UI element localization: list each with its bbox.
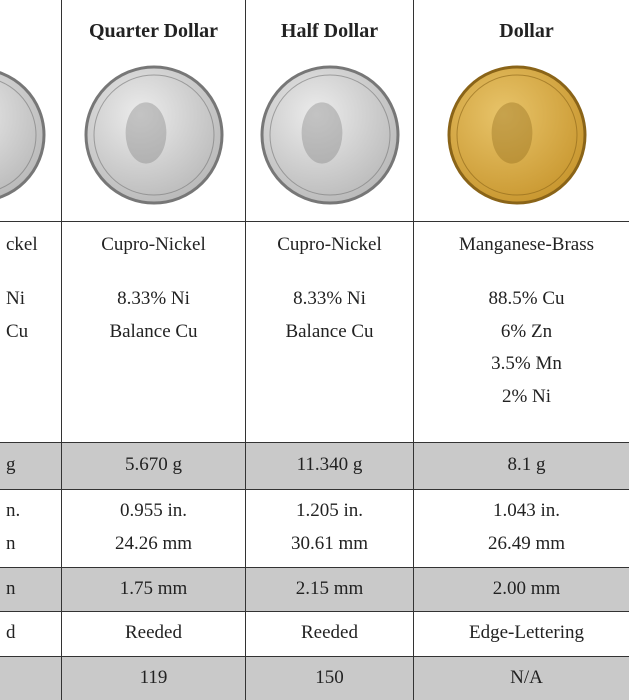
cell-text: 1.043 in. <box>414 500 629 522</box>
table-cell: d <box>0 612 62 657</box>
composition-line: 6% Zn <box>414 321 629 343</box>
table-cell: 11.340 g <box>246 443 414 490</box>
composition-line: Balance Cu <box>246 321 413 343</box>
table-cell: n <box>0 568 62 612</box>
table-cell: 0.955 in. 24.26 mm <box>62 490 246 568</box>
table-cell: 119 <box>62 657 246 700</box>
table-cell: ckel Ni Cu <box>0 222 62 443</box>
composition-line: Cu <box>6 321 61 343</box>
table-cell: 150 <box>246 657 414 700</box>
table-cell: 5.670 g <box>62 443 246 490</box>
material-name: Cupro-Nickel <box>62 234 245 256</box>
table-cell: 1.75 mm <box>62 568 246 612</box>
cell-text: 24.26 mm <box>62 533 245 555</box>
cell-text: N/A <box>414 667 629 689</box>
composition-line: 8.33% Ni <box>62 288 245 310</box>
table-cell <box>0 657 62 700</box>
coin-image <box>246 45 414 215</box>
table-cell: g <box>0 443 62 490</box>
cell-text: n. <box>6 500 61 522</box>
material-name: Manganese-Brass <box>414 234 629 256</box>
cell-text: 2.00 mm <box>414 578 629 600</box>
table-cell: Reeded <box>62 612 246 657</box>
table-cell: 1.043 in. 26.49 mm <box>414 490 629 568</box>
composition-line: 2% Ni <box>414 386 629 408</box>
cell-text: 1.75 mm <box>62 578 245 600</box>
cell-text: 0.955 in. <box>62 500 245 522</box>
coin-image <box>417 45 617 215</box>
table-cell: Cupro-Nickel 8.33% Ni Balance Cu <box>62 222 246 443</box>
material-name: Cupro-Nickel <box>246 234 413 256</box>
table-cell: Manganese-Brass 88.5% Cu 6% Zn 3.5% Mn 2% Ni <box>414 222 629 443</box>
cell-text: 119 <box>62 667 245 689</box>
cell-text: 30.61 mm <box>246 533 413 555</box>
cell-text: 1.205 in. <box>246 500 413 522</box>
table-cell <box>0 0 62 222</box>
table-cell: N/A <box>414 657 629 700</box>
table-cell: n. n <box>0 490 62 568</box>
column-header: Dollar <box>414 20 629 43</box>
table-cell: Cupro-Nickel 8.33% Ni Balance Cu <box>246 222 414 443</box>
composition-line: 3.5% Mn <box>414 353 629 375</box>
table-cell: 2.15 mm <box>246 568 414 612</box>
table-cell: Dollar <box>414 0 629 222</box>
cell-text: n <box>6 578 61 600</box>
cell-text: 11.340 g <box>246 454 413 476</box>
composition-line: 8.33% Ni <box>246 288 413 310</box>
composition-line: 88.5% Cu <box>414 288 629 310</box>
material-name: ckel <box>6 234 61 256</box>
table-cell: 8.1 g <box>414 443 629 490</box>
coin-image <box>62 45 246 215</box>
cell-text: Reeded <box>246 622 413 644</box>
coin-image <box>0 45 62 215</box>
cell-text: d <box>6 622 61 644</box>
cell-text: 5.670 g <box>62 454 245 476</box>
cell-text: 8.1 g <box>414 454 629 476</box>
table-cell: Edge-Lettering <box>414 612 629 657</box>
cell-text: g <box>6 454 61 476</box>
column-header: Half Dollar <box>246 20 413 43</box>
composition-line: Balance Cu <box>62 321 245 343</box>
table-cell: 2.00 mm <box>414 568 629 612</box>
cell-text: 2.15 mm <box>246 578 413 600</box>
cell-text: 150 <box>246 667 413 689</box>
cell-text: 26.49 mm <box>414 533 629 555</box>
coin-table: Quarter Dollar Half Dollar Dollar ckel Ni… <box>0 0 629 700</box>
composition-line: Ni <box>6 288 61 310</box>
cell-text: n <box>6 533 61 555</box>
table-cell: Half Dollar <box>246 0 414 222</box>
table-cell: Reeded <box>246 612 414 657</box>
cell-text: Reeded <box>62 622 245 644</box>
table-cell: 1.205 in. 30.61 mm <box>246 490 414 568</box>
cell-text: Edge-Lettering <box>414 622 629 644</box>
column-header: Quarter Dollar <box>62 20 245 43</box>
table-cell: Quarter Dollar <box>62 0 246 222</box>
